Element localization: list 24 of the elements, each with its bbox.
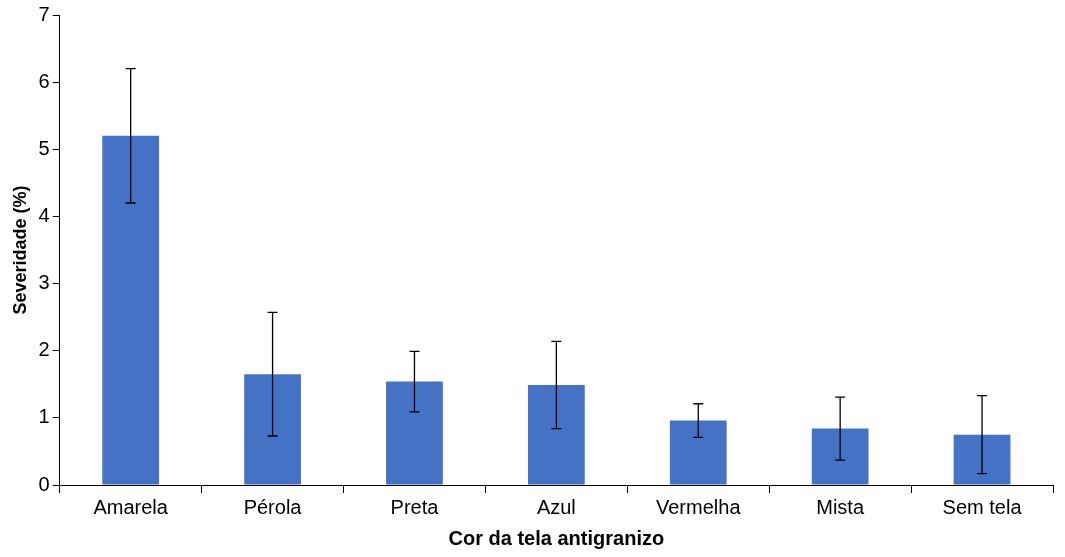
bar: [953, 434, 1011, 485]
y-tick-label: 2: [38, 338, 50, 361]
y-tick-label: 1: [38, 405, 50, 428]
y-tick-label: 4: [38, 203, 50, 226]
bar: [386, 381, 443, 485]
bar: [244, 374, 301, 485]
bar: [811, 428, 869, 485]
y-tick-label: 7: [38, 2, 50, 25]
y-tick-label: 0: [38, 472, 50, 495]
x-tick-label: Mista: [816, 495, 865, 518]
y-tick-label: 5: [38, 136, 50, 159]
bar: [669, 420, 727, 485]
y-tick-label: 3: [38, 271, 50, 294]
x-tick-label: Pérola: [243, 495, 303, 518]
y-axis-title: Severidade (%): [9, 185, 30, 315]
bar: [527, 384, 585, 485]
bar: [102, 135, 160, 485]
x-tick-label: Amarela: [93, 495, 169, 518]
y-tick-label: 6: [38, 69, 50, 92]
x-tick-label: Azul: [536, 495, 576, 518]
x-tick-label: Preta: [390, 495, 440, 518]
x-axis-title: Cor da tela antigranizo: [448, 526, 665, 549]
x-tick-label: Vermelha: [656, 495, 742, 518]
x-tick-label: Sem tela: [942, 495, 1023, 518]
